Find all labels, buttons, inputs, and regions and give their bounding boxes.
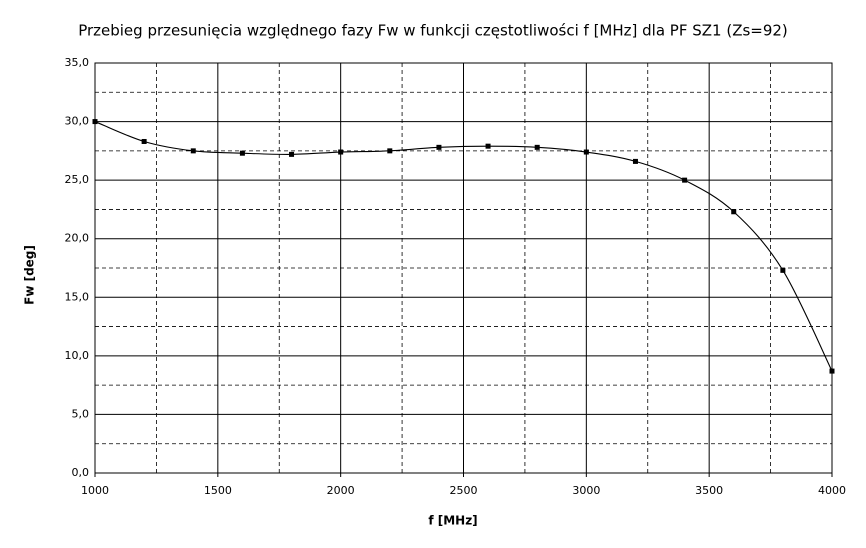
y-tick-label: 25,0: [65, 173, 90, 186]
y-tick-label: 35,0: [65, 56, 90, 69]
y-tick-label: 5,0: [72, 407, 90, 420]
point: [436, 144, 442, 150]
point: [731, 209, 737, 215]
x-tick-label: 2000: [327, 484, 355, 497]
point: [682, 177, 688, 183]
line: [94, 121, 833, 372]
point: [141, 138, 147, 144]
point: [485, 143, 491, 149]
point: [92, 119, 98, 125]
y-tick-label: 15,0: [65, 290, 90, 303]
plot-frame: [94, 62, 833, 474]
y-tick-label: 10,0: [65, 349, 90, 362]
point: [583, 149, 589, 155]
x-tick-label: 2500: [450, 484, 478, 497]
x-axis-label: f [MHz]: [428, 514, 477, 528]
point: [239, 150, 245, 156]
point: [534, 144, 540, 150]
x-tick-label: 1500: [204, 484, 232, 497]
x-tick-label: 3500: [695, 484, 723, 497]
point: [387, 148, 393, 154]
y-tick-label: 0,0: [72, 466, 90, 479]
point: [190, 148, 196, 154]
y-axis-label: Fw [deg]: [23, 245, 37, 305]
y-tick-label: 30,0: [65, 115, 90, 128]
x-tick-label: 4000: [818, 484, 846, 497]
point: [289, 151, 295, 157]
point: [780, 267, 786, 273]
y-tick-label: 20,0: [65, 232, 90, 245]
x-tick-label: 1000: [81, 484, 109, 497]
point: [632, 158, 638, 164]
point: [829, 368, 835, 374]
x-tick-label: 3000: [572, 484, 600, 497]
chart-title: Przebieg przesunięcia względnego fazy Fw…: [78, 22, 788, 40]
point: [338, 149, 344, 155]
